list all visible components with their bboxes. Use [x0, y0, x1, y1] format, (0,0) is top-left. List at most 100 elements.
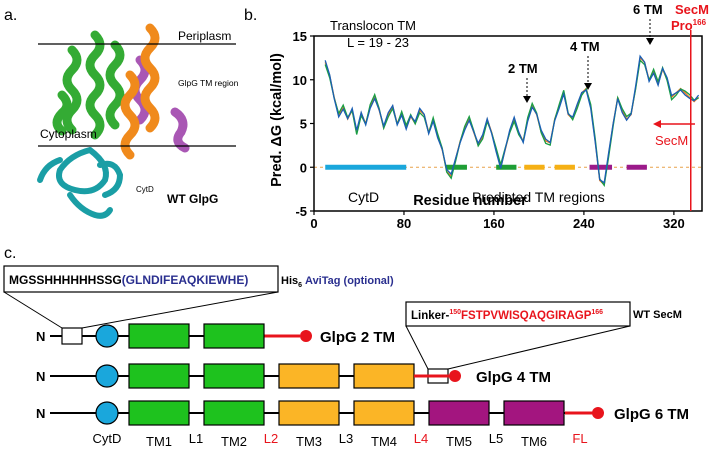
- callout-line-right: [81, 291, 279, 329]
- his-tag-text: His: [281, 275, 298, 287]
- tm-region-bar-4: [524, 164, 545, 170]
- tm2-box: [203, 323, 265, 349]
- tm6-box: [503, 400, 565, 426]
- segment-labels: CytD TM1 L1 TM2 L2 TM3 L3 TM4 L4 TM5 L5 …: [93, 431, 588, 449]
- tm-region-bar-6: [589, 164, 613, 170]
- tm-region-bar-1: [325, 164, 407, 170]
- tm2-box: [203, 400, 265, 426]
- y-axis-ticks: -5 0 5 10 15: [293, 29, 314, 219]
- wt-glpg-label: WT GlpG: [167, 192, 218, 206]
- panel-c-label: c.: [4, 245, 16, 262]
- panel-a: a.: [4, 7, 239, 219]
- n-terminus-label: N: [36, 329, 45, 344]
- linker-callout-line-left: [405, 325, 429, 370]
- secm-stall-dot: [300, 330, 312, 342]
- label-tm2: TM2: [221, 434, 247, 449]
- x-tick-label: 320: [663, 216, 685, 231]
- tag-description: His6 AviTag (optional): [281, 275, 394, 289]
- x-axis-ticks: 0 80 160 240 320: [310, 211, 685, 231]
- cytd-region-text: CytD: [348, 189, 379, 205]
- series-line-3: [324, 54, 700, 184]
- construct-6tm-label: GlpG 6 TM: [614, 406, 689, 423]
- label-tm3: TM3: [296, 434, 322, 449]
- tm4-box: [353, 363, 415, 389]
- sequence-avitag: (GLNDIFEAQKIEWHE): [122, 273, 249, 287]
- secm-stall-dot: [449, 370, 461, 382]
- n-terminus-label: N: [36, 369, 45, 384]
- label-l4: L4: [414, 431, 428, 446]
- his-tag-sequence: MGSSHHHHHHSSG(GLNDIFEAQKIEWHE): [9, 273, 248, 287]
- linker-sup-end: 166: [591, 309, 603, 316]
- arrowhead-2tm: [523, 96, 531, 103]
- y-tick-label: -5: [295, 204, 307, 219]
- tm-region-bar-2: [445, 164, 467, 170]
- linker-seq-text: FSTPVWISQAQGIRAGP: [461, 310, 592, 322]
- x-axis-label: Residue number: [413, 193, 527, 209]
- construct-2tm: N GlpG 2 TM: [36, 323, 395, 349]
- glpg-tm-region-label: GlpG TM region: [178, 78, 239, 88]
- secm-arrow-label: SecM: [655, 133, 688, 148]
- secm-stall-dot: [592, 407, 604, 419]
- secm-pro-superscript: 166: [693, 18, 707, 27]
- label-cytd: CytD: [93, 431, 122, 446]
- tm3-box: [278, 363, 340, 389]
- arrowhead-4tm: [584, 83, 592, 90]
- his-tag-subscript: 6: [298, 282, 302, 289]
- panel-a-label: a.: [4, 7, 17, 24]
- tm-region-bar-7: [626, 164, 647, 170]
- y-axis-label: Pred. ΔG (kcal/mol): [269, 53, 285, 187]
- cytd-domain: [95, 364, 119, 388]
- callout-line-left: [3, 291, 63, 329]
- y-tick-label: 5: [300, 117, 307, 132]
- tm-region-bar-3: [496, 164, 517, 170]
- cytd-domain: [95, 401, 119, 425]
- arrowhead-6tm: [646, 38, 654, 45]
- label-fl: FL: [572, 431, 587, 446]
- tm5-box: [428, 400, 490, 426]
- x-tick-label: 0: [310, 216, 317, 231]
- chart-title-line2: L = 19 - 23: [347, 35, 409, 50]
- secm-pro-label: Pro166: [671, 18, 707, 33]
- n-terminus-label: N: [36, 406, 45, 421]
- y-tick-label: 0: [300, 160, 307, 175]
- linker-prefix: Linker-: [411, 310, 450, 322]
- x-tick-label: 80: [397, 216, 411, 231]
- label-l2: L2: [264, 431, 278, 446]
- tm-region-bars: [325, 164, 647, 170]
- label-l5: L5: [489, 431, 503, 446]
- construct-6tm: N GlpG 6 TM: [36, 400, 689, 426]
- cytd-structure-label: CytD: [136, 185, 154, 194]
- his-tag-sequence-box: [3, 265, 279, 293]
- x-tick-label: 240: [573, 216, 595, 231]
- tm2-box: [203, 363, 265, 389]
- label-l3: L3: [339, 431, 353, 446]
- wt-secm-label: WT SecM: [633, 309, 682, 321]
- label-tm6: TM6: [521, 434, 547, 449]
- linker-sequence-box: [405, 301, 631, 327]
- tm1-box: [128, 363, 190, 389]
- tm4-box: [353, 400, 415, 426]
- his-tag-box: [61, 327, 83, 345]
- predicted-tm-regions-label: Predicted TM regions: [472, 189, 605, 205]
- chart-title-line1: Translocon TM: [330, 18, 416, 33]
- linker-sequence: Linker-150FSTPVWISQAQGIRAGP166: [411, 309, 603, 322]
- label-l1: L1: [189, 431, 203, 446]
- tm1-box: [128, 400, 190, 426]
- avitag-text: AviTag (optional): [305, 275, 394, 287]
- protein-structure-illustration: [37, 23, 190, 219]
- construct-2tm-label: GlpG 2 TM: [320, 329, 395, 346]
- secm-label: SecM: [675, 2, 709, 17]
- construct-4tm: N GlpG 4 TM: [36, 363, 551, 389]
- label-tm4: TM4: [371, 434, 397, 449]
- linker-callout-line-right: [447, 325, 631, 370]
- x-tick-label: 160: [483, 216, 505, 231]
- tm3-box: [278, 400, 340, 426]
- secm-pro-text: Pro: [671, 18, 693, 33]
- label-tm1: TM1: [146, 434, 172, 449]
- periplasm-label: Periplasm: [178, 29, 231, 43]
- cytoplasm-label: Cytoplasm: [40, 127, 97, 141]
- panel-b-label: b.: [244, 7, 257, 24]
